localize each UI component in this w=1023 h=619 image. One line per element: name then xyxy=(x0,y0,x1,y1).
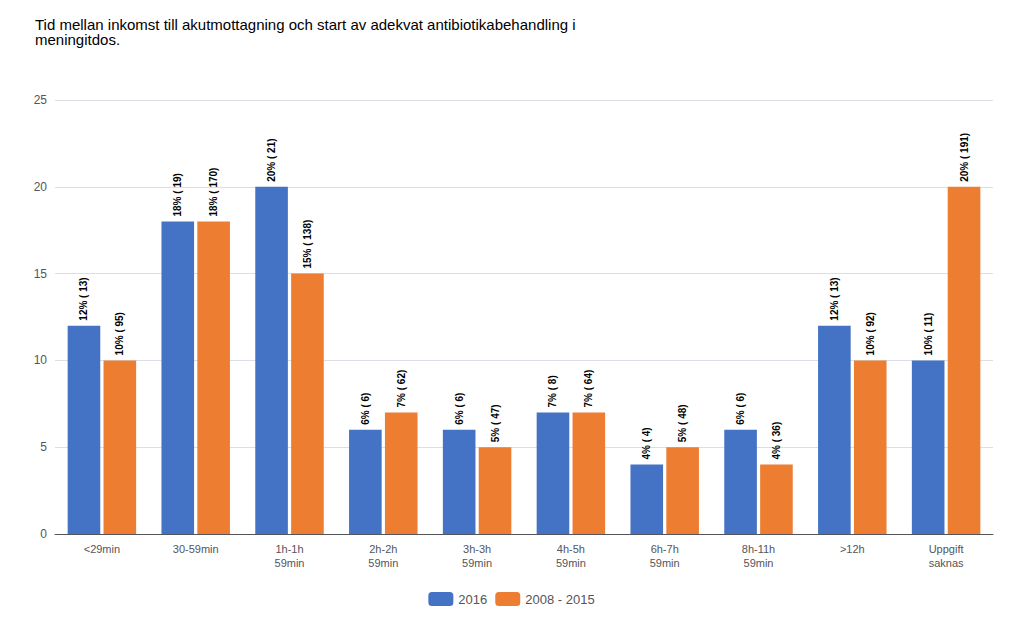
svg-text:59min: 59min xyxy=(650,557,680,569)
svg-text:10% ( 11): 10% ( 11) xyxy=(923,313,934,356)
svg-text:>12h: >12h xyxy=(840,543,865,555)
svg-text:7% ( 62): 7% ( 62) xyxy=(396,370,407,408)
svg-text:6% ( 6): 6% ( 6) xyxy=(360,393,371,425)
svg-text:3h-3h: 3h-3h xyxy=(463,543,491,555)
svg-text:12% ( 13): 12% ( 13) xyxy=(829,277,840,320)
svg-text:6h-7h: 6h-7h xyxy=(651,543,679,555)
svg-text:20% ( 21): 20% ( 21) xyxy=(266,138,277,181)
svg-text:12% ( 13): 12% ( 13) xyxy=(78,277,89,320)
svg-text:2h-2h: 2h-2h xyxy=(369,543,397,555)
svg-text:5% ( 47): 5% ( 47) xyxy=(490,404,501,442)
svg-text:10% ( 95): 10% ( 95) xyxy=(114,312,125,355)
svg-text:6% ( 6): 6% ( 6) xyxy=(735,393,746,425)
svg-text:20% ( 191): 20% ( 191) xyxy=(959,133,970,182)
svg-text:4% ( 4): 4% ( 4) xyxy=(641,427,652,459)
svg-text:7% ( 8): 7% ( 8) xyxy=(547,375,558,407)
svg-text:10: 10 xyxy=(34,353,48,367)
svg-text:18% ( 170): 18% ( 170) xyxy=(208,168,219,217)
svg-text:10% ( 92): 10% ( 92) xyxy=(865,312,876,355)
svg-text:<29min: <29min xyxy=(84,543,120,555)
svg-text:Uppgift: Uppgift xyxy=(929,543,964,555)
svg-text:2016: 2016 xyxy=(458,592,487,607)
svg-text:20: 20 xyxy=(34,180,48,194)
svg-text:saknas: saknas xyxy=(929,557,964,569)
svg-text:25: 25 xyxy=(34,93,48,107)
svg-text:4% ( 36): 4% ( 36) xyxy=(771,422,782,460)
svg-text:2008 - 2015: 2008 - 2015 xyxy=(525,592,594,607)
svg-text:59min: 59min xyxy=(744,557,774,569)
svg-text:59min: 59min xyxy=(368,557,398,569)
svg-text:4h-5h: 4h-5h xyxy=(557,543,585,555)
svg-text:15: 15 xyxy=(34,267,48,281)
svg-text:0: 0 xyxy=(40,527,47,541)
svg-text:Tid mellan inkomst till akutmo: Tid mellan inkomst till akutmottagning o… xyxy=(35,16,576,33)
svg-text:meningitdos.: meningitdos. xyxy=(35,31,120,48)
svg-text:59min: 59min xyxy=(556,557,586,569)
svg-text:59min: 59min xyxy=(275,557,305,569)
svg-text:7% ( 64): 7% ( 64) xyxy=(583,370,594,408)
svg-text:6% ( 6): 6% ( 6) xyxy=(454,393,465,425)
svg-text:8h-11h: 8h-11h xyxy=(742,543,775,555)
svg-text:59min: 59min xyxy=(462,557,492,569)
svg-text:1h-1h: 1h-1h xyxy=(275,543,303,555)
svg-text:5% ( 48): 5% ( 48) xyxy=(677,404,688,442)
svg-text:15% ( 138): 15% ( 138) xyxy=(302,220,313,269)
svg-text:30-59min: 30-59min xyxy=(173,543,219,555)
svg-text:18% ( 19): 18% ( 19) xyxy=(172,173,183,216)
svg-text:5: 5 xyxy=(40,440,47,454)
